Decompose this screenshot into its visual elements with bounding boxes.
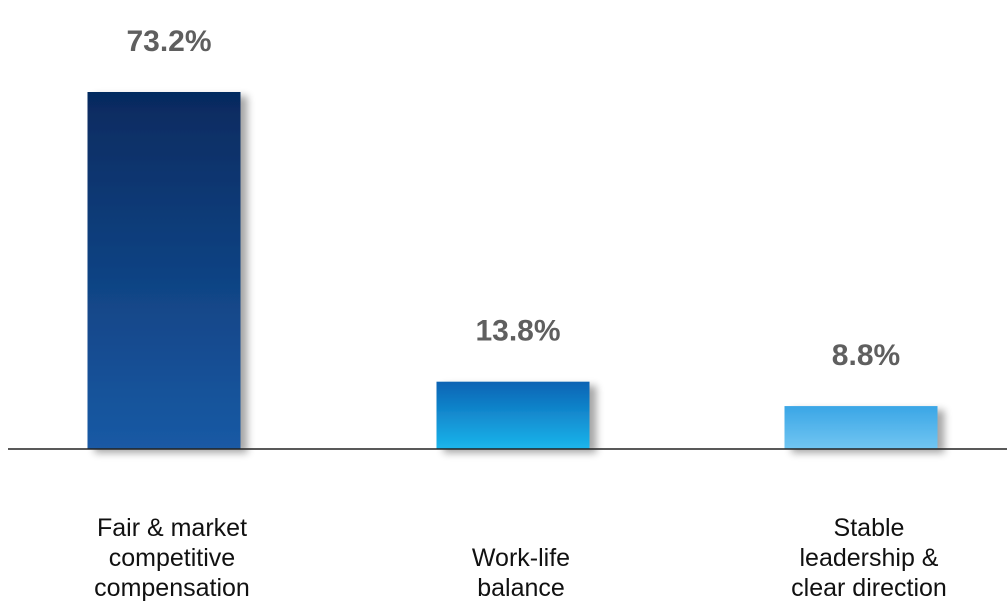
bar-2 <box>436 381 590 449</box>
category-label-line: leadership & <box>800 544 939 572</box>
category-label-line: Stable <box>834 514 905 542</box>
category-label-2: Work-life balance <box>472 544 570 602</box>
category-label-line: Fair & market <box>97 514 247 542</box>
category-label-3: Stable leadership & clear direction <box>791 514 947 602</box>
category-label-1: Fair & market competitive compensation <box>94 514 250 602</box>
value-labels-group: 73.2% 13.8% 8.8% <box>126 25 900 372</box>
category-label-line: compensation <box>94 574 250 602</box>
bar-3 <box>784 406 938 449</box>
category-labels-group: Fair & market competitive compensation Work… <box>94 514 947 602</box>
category-label-line: Work-life <box>472 544 570 572</box>
category-label-line: clear direction <box>791 574 947 602</box>
value-label-3: 8.8% <box>832 339 900 372</box>
bars-group <box>87 92 938 449</box>
bar-1 <box>87 92 241 449</box>
value-label-2: 13.8% <box>475 315 560 348</box>
value-label-1: 73.2% <box>126 25 211 58</box>
category-label-line: balance <box>477 574 565 602</box>
category-label-line: competitive <box>109 544 235 572</box>
